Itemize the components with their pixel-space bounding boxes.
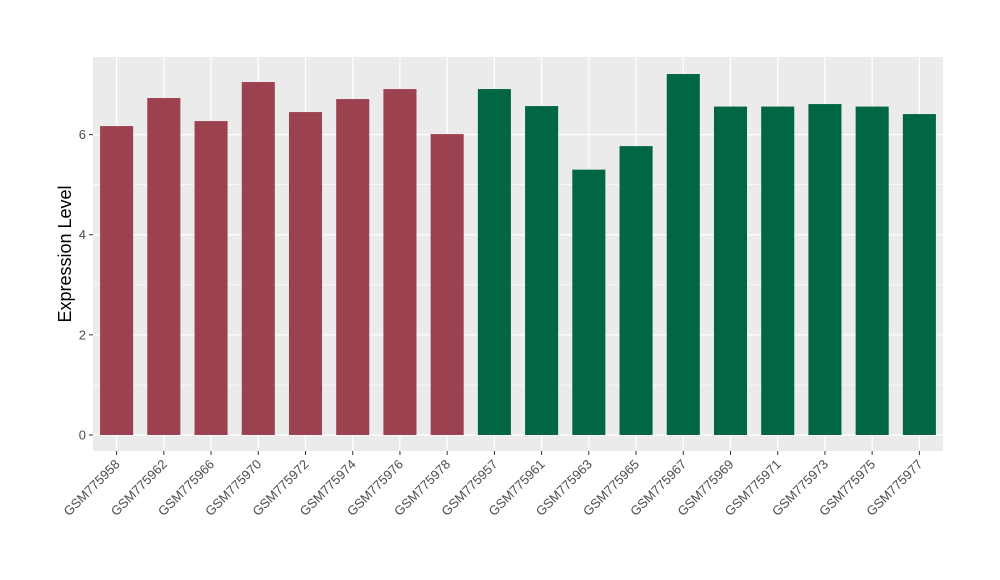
bar-GSM775958 [100,126,134,435]
bars [100,74,936,435]
bar-GSM775976 [383,89,417,435]
y-axis: 0 2 4 6 [79,127,93,442]
x-axis: GSM775958GSM775962GSM775966GSM775970GSM7… [61,451,926,519]
bar-GSM775967 [666,74,700,435]
bar-GSM775970 [241,82,275,435]
bar-GSM775972 [288,112,323,435]
bar-GSM775966 [194,121,228,435]
bar-GSM775974 [336,99,370,435]
y-axis-title: Expression Level [55,185,75,322]
bar-GSM775969 [713,106,748,435]
bar-GSM775971 [761,106,795,435]
bar-GSM775962 [147,98,181,435]
bar-GSM775977 [902,114,936,435]
bar-GSM775961 [525,106,559,435]
bar-GSM775975 [855,106,889,435]
bar-GSM775957 [477,89,511,435]
y-tick-label: 2 [79,327,86,342]
bar-GSM775978 [430,134,464,435]
y-tick-label: 6 [79,127,86,142]
bar-GSM775963 [572,169,606,435]
bar-GSM775973 [808,104,842,435]
y-tick-label: 0 [79,427,86,442]
bar-GSM775965 [619,146,653,435]
plot-panel [93,57,943,451]
y-tick-label: 4 [79,227,86,242]
